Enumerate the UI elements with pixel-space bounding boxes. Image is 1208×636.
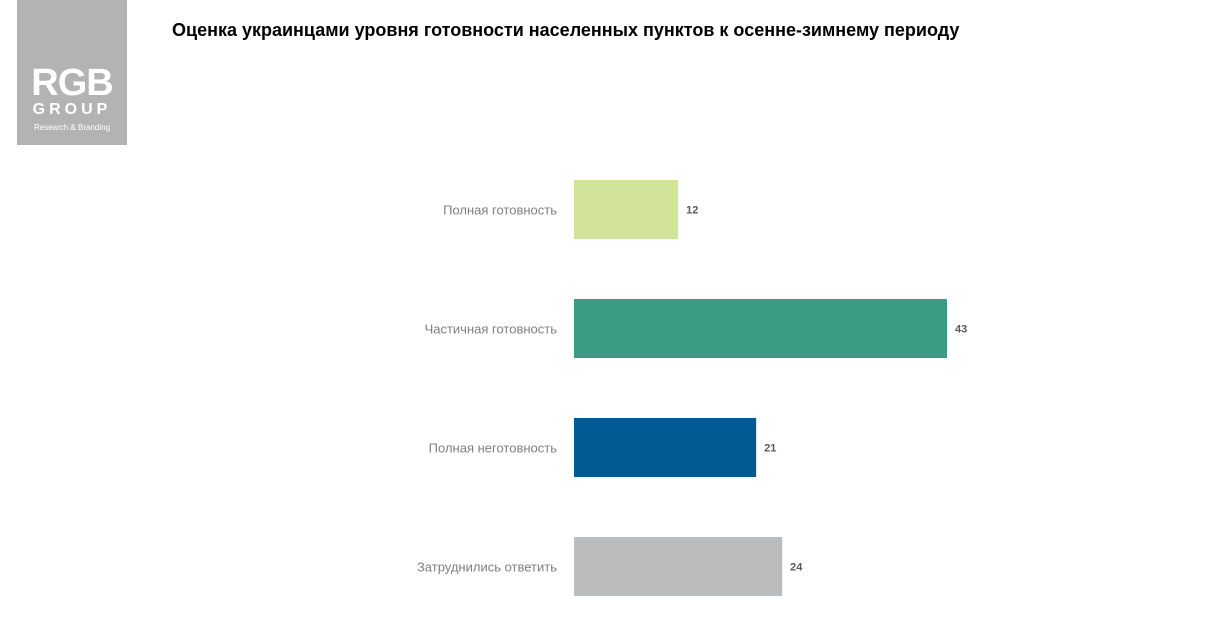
value-label: 12 [686, 205, 698, 217]
bar-2 [574, 299, 947, 358]
chart-title: Оценка украинцами уровня готовности насе… [172, 20, 960, 40]
bar-3 [574, 418, 757, 477]
category-label: Частичная готовность [425, 322, 558, 337]
category-label: Затруднились ответить [417, 560, 557, 575]
bar-4 [574, 537, 783, 596]
logo-group-text: GROUP [32, 101, 112, 118]
value-label: 21 [764, 443, 776, 455]
category-label: Полная неготовность [429, 441, 558, 456]
bar-1 [574, 180, 679, 239]
value-label: 24 [790, 562, 803, 574]
value-label: 43 [955, 324, 967, 336]
rgb-group-logo: RGB GROUP Research & Branding [17, 0, 127, 145]
logo-subtitle: Research & Branding [33, 123, 111, 132]
logo-mark: RGB [31, 62, 113, 104]
category-label: Полная готовность [443, 203, 557, 218]
